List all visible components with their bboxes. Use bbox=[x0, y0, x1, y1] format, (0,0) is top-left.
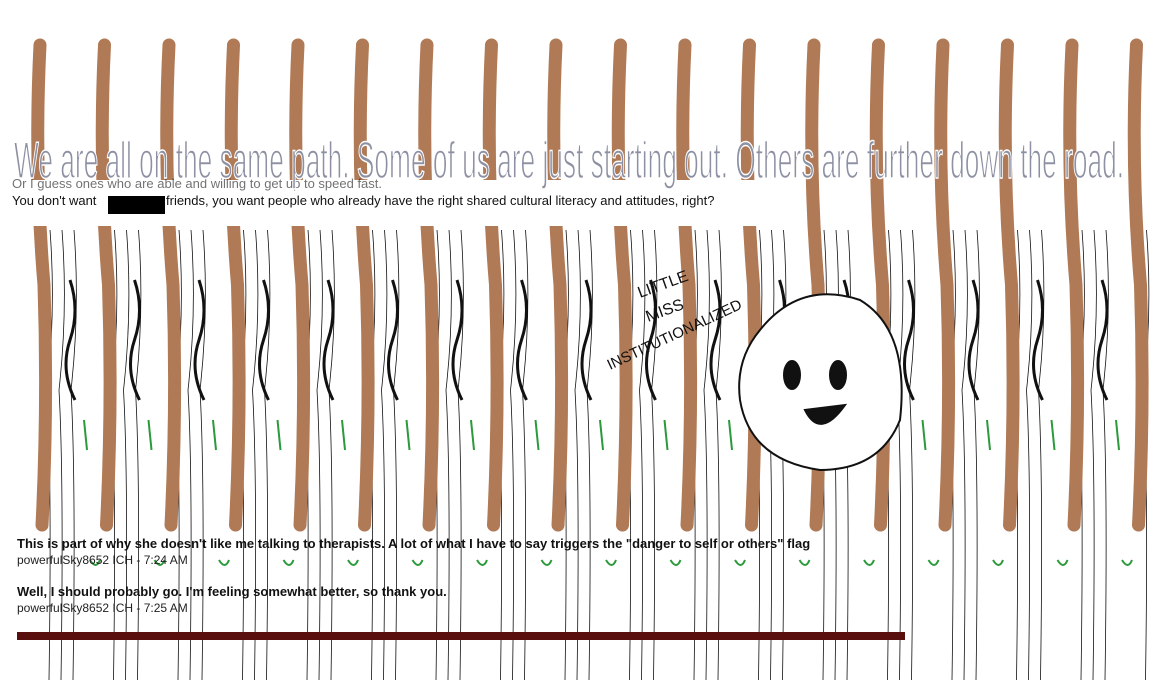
pattern-stroke bbox=[645, 279, 657, 401]
pattern-stroke bbox=[934, 38, 956, 532]
pattern-stroke bbox=[187, 229, 194, 681]
message: friends, you want people who already hav… bbox=[166, 193, 715, 208]
pattern-stroke bbox=[921, 419, 940, 566]
pattern-stroke bbox=[470, 419, 488, 566]
pattern-stroke bbox=[973, 229, 980, 681]
pattern-stroke bbox=[998, 38, 1020, 532]
pattern-stroke bbox=[909, 229, 916, 681]
pattern-stroke bbox=[451, 279, 464, 401]
message-meta: powerfulSky8652 ICH - 7:25 AM bbox=[17, 601, 188, 615]
pattern-stroke bbox=[224, 38, 246, 532]
pattern-stroke bbox=[522, 229, 529, 681]
pattern-stroke bbox=[316, 229, 323, 681]
message-meta: powerfulSky8652 ICH - 7:24 AM bbox=[17, 553, 188, 567]
pattern-stroke bbox=[258, 279, 270, 401]
pattern-stroke bbox=[129, 279, 141, 401]
pattern-stroke bbox=[676, 38, 698, 532]
pattern-stroke bbox=[611, 38, 633, 532]
pattern bbox=[31, 38, 1150, 681]
message: You don't want bbox=[12, 193, 97, 208]
message: This is part of why she doesn't like me … bbox=[17, 536, 810, 551]
pattern-stroke bbox=[547, 38, 569, 532]
pattern-stroke bbox=[580, 279, 593, 401]
pattern-stroke bbox=[123, 229, 130, 681]
pattern-stroke bbox=[393, 229, 400, 681]
pattern-stroke bbox=[728, 419, 746, 566]
drawing-caption: LITTLE bbox=[636, 268, 691, 302]
pattern-stroke bbox=[768, 229, 775, 681]
pattern-stroke bbox=[534, 419, 553, 566]
pattern-stroke bbox=[1038, 229, 1045, 681]
pattern-stroke bbox=[703, 229, 710, 681]
pattern-stroke bbox=[1102, 229, 1109, 681]
pattern-stroke bbox=[322, 279, 335, 401]
pattern-stroke bbox=[1026, 229, 1033, 681]
message: Well, I should probably go. I'm feeling … bbox=[17, 584, 447, 599]
pattern-stroke bbox=[961, 229, 968, 681]
pattern-stroke bbox=[709, 279, 722, 401]
pattern-stroke bbox=[64, 279, 77, 401]
pattern-stroke bbox=[160, 38, 182, 532]
pattern-stroke bbox=[212, 419, 230, 566]
pattern-stroke bbox=[353, 38, 375, 532]
pattern-stroke bbox=[147, 419, 166, 566]
pattern-stroke bbox=[1127, 38, 1149, 532]
pattern-stroke bbox=[387, 279, 399, 401]
pattern-stroke bbox=[1050, 419, 1069, 566]
pattern-stroke bbox=[276, 419, 295, 566]
pattern-stroke bbox=[651, 229, 658, 681]
pattern-stroke bbox=[1032, 279, 1044, 401]
pattern-stroke bbox=[1115, 419, 1133, 566]
pattern-stroke bbox=[264, 229, 271, 681]
pattern-stroke bbox=[405, 419, 424, 566]
pattern-stroke bbox=[58, 229, 65, 681]
redaction bbox=[108, 196, 165, 214]
pattern-stroke bbox=[510, 229, 517, 681]
pattern-stroke bbox=[599, 419, 617, 566]
divider-bar bbox=[17, 632, 905, 640]
pattern-stroke bbox=[715, 229, 722, 681]
pattern-stroke bbox=[903, 279, 915, 401]
pattern-stroke bbox=[83, 419, 101, 566]
pattern-stroke bbox=[31, 38, 53, 532]
pattern-stroke bbox=[740, 38, 762, 532]
overlay-quote: We are all on the same path. Some of us … bbox=[14, 132, 1124, 190]
pattern-stroke bbox=[516, 279, 528, 401]
pattern-stroke bbox=[457, 229, 464, 681]
message: Or I guess ones who are able and willing… bbox=[12, 176, 382, 191]
pattern-stroke bbox=[445, 229, 452, 681]
pattern-stroke bbox=[586, 229, 593, 681]
pattern-stroke bbox=[1090, 229, 1097, 681]
pattern-stroke bbox=[135, 229, 142, 681]
drawing-caption: MISS bbox=[644, 296, 687, 325]
pattern-stroke bbox=[869, 38, 891, 532]
pattern-stroke bbox=[574, 229, 581, 681]
pattern-stroke bbox=[639, 229, 646, 681]
pattern-stroke bbox=[381, 229, 388, 681]
pattern-stroke bbox=[418, 38, 440, 532]
pattern-stroke bbox=[897, 229, 904, 681]
pattern-stroke bbox=[289, 38, 311, 532]
pattern-stroke bbox=[663, 419, 682, 566]
pattern-stroke bbox=[193, 279, 206, 401]
pattern-stroke bbox=[1063, 38, 1085, 532]
pattern-stroke bbox=[199, 229, 206, 681]
pattern-stroke bbox=[986, 419, 1004, 566]
pattern-stroke bbox=[95, 38, 117, 532]
pattern-stroke bbox=[70, 229, 77, 681]
pattern-stroke bbox=[967, 279, 980, 401]
pattern-stroke bbox=[1096, 279, 1109, 401]
pattern-stroke bbox=[482, 38, 504, 532]
pattern-stroke bbox=[341, 419, 359, 566]
pattern-stroke bbox=[252, 229, 259, 681]
pattern-stroke bbox=[328, 229, 335, 681]
